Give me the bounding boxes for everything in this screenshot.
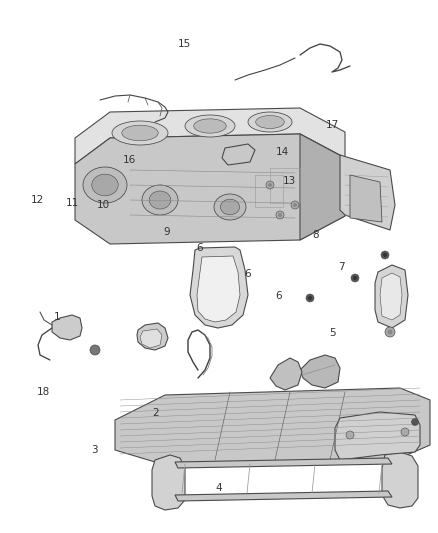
- Circle shape: [388, 329, 392, 335]
- Circle shape: [401, 428, 409, 436]
- Text: 10: 10: [96, 200, 110, 210]
- Ellipse shape: [220, 199, 240, 215]
- Text: 12: 12: [31, 195, 44, 205]
- Text: 16: 16: [123, 155, 136, 165]
- Circle shape: [293, 203, 297, 207]
- Circle shape: [308, 296, 312, 300]
- Text: 1: 1: [53, 312, 60, 322]
- Ellipse shape: [83, 167, 127, 203]
- Ellipse shape: [214, 194, 246, 220]
- Circle shape: [383, 253, 387, 257]
- Text: 9: 9: [163, 227, 170, 237]
- Circle shape: [385, 327, 395, 337]
- Polygon shape: [52, 315, 82, 340]
- Text: 7: 7: [338, 262, 345, 271]
- Polygon shape: [335, 412, 420, 460]
- Ellipse shape: [122, 125, 158, 141]
- Polygon shape: [222, 144, 255, 165]
- Text: 11: 11: [66, 198, 79, 207]
- Circle shape: [411, 418, 418, 425]
- Text: 2: 2: [152, 408, 159, 418]
- Ellipse shape: [92, 174, 118, 196]
- Polygon shape: [375, 265, 408, 328]
- Circle shape: [353, 276, 357, 280]
- Text: 3: 3: [91, 446, 98, 455]
- Polygon shape: [140, 329, 162, 348]
- Circle shape: [266, 181, 274, 189]
- Polygon shape: [75, 108, 345, 164]
- Polygon shape: [175, 491, 392, 501]
- Ellipse shape: [194, 119, 226, 133]
- Ellipse shape: [248, 112, 292, 132]
- Polygon shape: [300, 355, 340, 388]
- Text: 6: 6: [244, 270, 251, 279]
- Polygon shape: [175, 458, 392, 468]
- Polygon shape: [340, 155, 395, 230]
- Polygon shape: [197, 256, 240, 322]
- Circle shape: [346, 431, 354, 439]
- Polygon shape: [270, 358, 302, 390]
- Polygon shape: [350, 175, 382, 222]
- Polygon shape: [190, 247, 248, 328]
- Polygon shape: [300, 134, 345, 240]
- Ellipse shape: [112, 121, 168, 145]
- Text: 8: 8: [312, 230, 319, 239]
- Text: 6: 6: [196, 243, 203, 253]
- Ellipse shape: [142, 185, 178, 215]
- Ellipse shape: [185, 115, 235, 137]
- Circle shape: [276, 211, 284, 219]
- Polygon shape: [137, 323, 168, 350]
- Polygon shape: [382, 452, 418, 508]
- Text: 5: 5: [329, 328, 336, 338]
- Text: 15: 15: [177, 39, 191, 49]
- Ellipse shape: [256, 116, 284, 128]
- Text: 14: 14: [276, 147, 289, 157]
- Ellipse shape: [149, 191, 171, 209]
- Text: 13: 13: [283, 176, 296, 186]
- Text: 6: 6: [275, 291, 282, 301]
- Polygon shape: [115, 388, 430, 465]
- Text: 17: 17: [326, 120, 339, 130]
- Circle shape: [278, 213, 282, 217]
- Polygon shape: [152, 455, 185, 510]
- Text: 18: 18: [37, 387, 50, 397]
- Circle shape: [291, 201, 299, 209]
- Circle shape: [306, 294, 314, 302]
- Polygon shape: [380, 273, 402, 320]
- Polygon shape: [75, 134, 345, 244]
- Circle shape: [351, 274, 359, 282]
- Text: 4: 4: [215, 483, 223, 492]
- Circle shape: [381, 251, 389, 259]
- Circle shape: [268, 183, 272, 187]
- Circle shape: [90, 345, 100, 355]
